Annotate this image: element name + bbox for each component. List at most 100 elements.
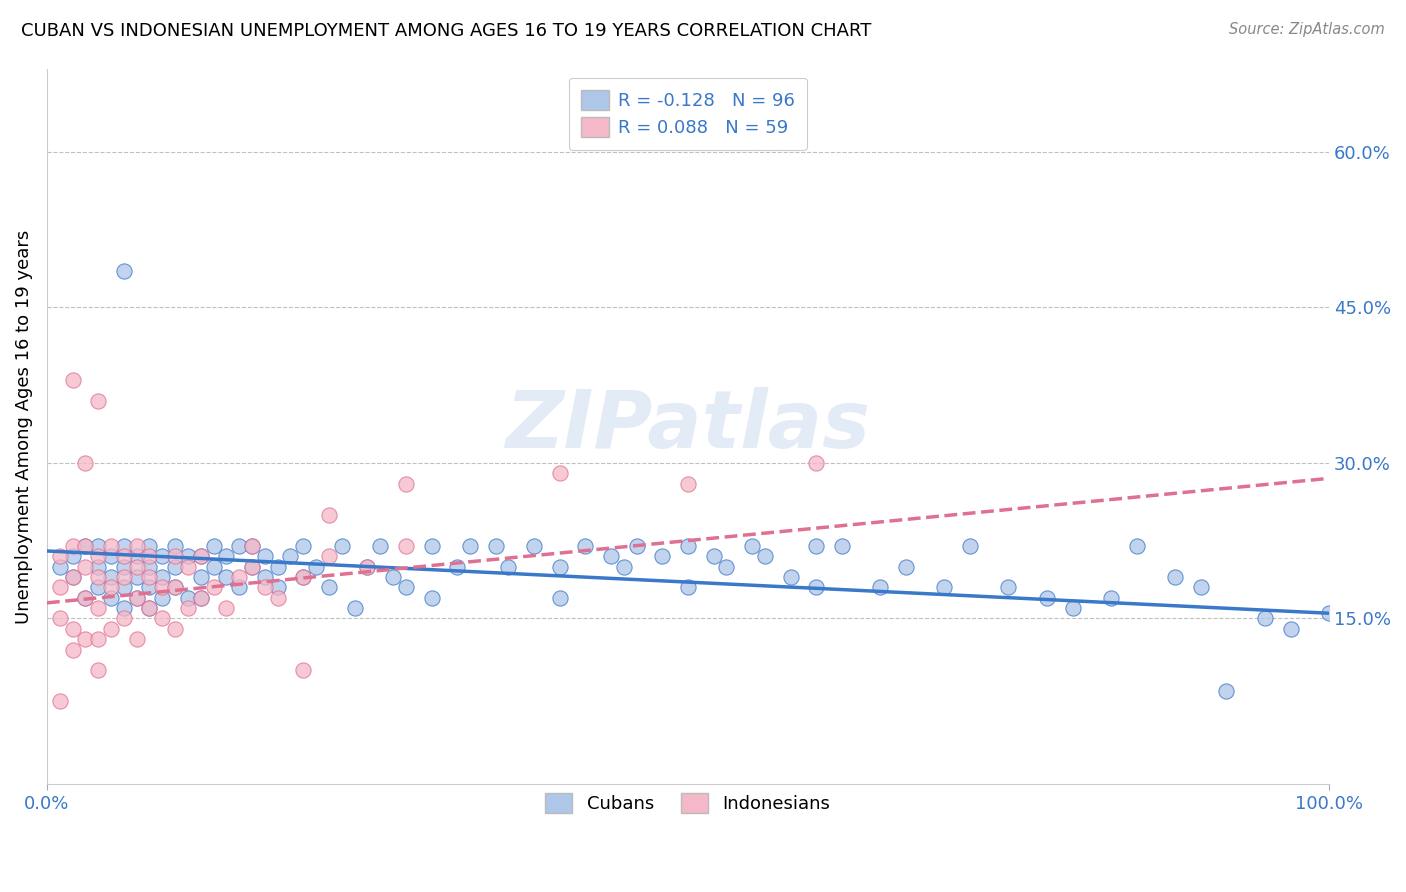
Point xyxy=(1279,622,1302,636)
Point xyxy=(75,591,97,605)
Point xyxy=(330,539,353,553)
Point xyxy=(240,539,263,553)
Point xyxy=(395,580,418,594)
Point xyxy=(420,591,443,605)
Point xyxy=(48,549,70,564)
Point xyxy=(87,539,110,553)
Point xyxy=(292,539,315,553)
Text: Source: ZipAtlas.com: Source: ZipAtlas.com xyxy=(1229,22,1385,37)
Point xyxy=(75,456,97,470)
Point xyxy=(703,549,725,564)
Point xyxy=(382,570,405,584)
Point xyxy=(87,393,110,408)
Point xyxy=(266,580,288,594)
Point xyxy=(523,539,546,553)
Point xyxy=(190,591,212,605)
Point xyxy=(87,570,110,584)
Point xyxy=(779,570,801,584)
Point xyxy=(112,580,135,594)
Point xyxy=(651,549,673,564)
Point xyxy=(165,580,187,594)
Point xyxy=(485,539,508,553)
Point xyxy=(150,611,173,625)
Point xyxy=(112,611,135,625)
Point xyxy=(125,632,148,647)
Point xyxy=(202,559,225,574)
Point xyxy=(62,622,84,636)
Point xyxy=(266,591,288,605)
Point xyxy=(676,539,699,553)
Point xyxy=(62,570,84,584)
Point xyxy=(87,601,110,615)
Point xyxy=(165,580,187,594)
Point xyxy=(87,580,110,594)
Point xyxy=(676,580,699,594)
Point xyxy=(356,559,378,574)
Point xyxy=(869,580,891,594)
Point xyxy=(228,570,250,584)
Point xyxy=(280,549,302,564)
Point xyxy=(741,539,763,553)
Point xyxy=(240,539,263,553)
Point xyxy=(548,466,571,480)
Point xyxy=(804,539,827,553)
Point xyxy=(1215,684,1237,698)
Point xyxy=(48,559,70,574)
Point xyxy=(266,559,288,574)
Point xyxy=(215,601,238,615)
Legend: Cubans, Indonesians: Cubans, Indonesians xyxy=(533,780,844,825)
Point xyxy=(894,559,917,574)
Point xyxy=(125,570,148,584)
Point xyxy=(253,549,276,564)
Point xyxy=(253,580,276,594)
Point xyxy=(613,559,636,574)
Point xyxy=(548,591,571,605)
Point xyxy=(177,549,200,564)
Point xyxy=(458,539,481,553)
Point xyxy=(228,580,250,594)
Point xyxy=(395,539,418,553)
Point xyxy=(100,549,122,564)
Point xyxy=(292,570,315,584)
Point xyxy=(305,559,328,574)
Point xyxy=(1189,580,1212,594)
Point xyxy=(177,601,200,615)
Point xyxy=(202,539,225,553)
Point xyxy=(125,539,148,553)
Point xyxy=(150,591,173,605)
Point xyxy=(165,539,187,553)
Point xyxy=(125,591,148,605)
Point xyxy=(292,663,315,677)
Point xyxy=(112,559,135,574)
Point xyxy=(138,570,160,584)
Point xyxy=(138,580,160,594)
Point xyxy=(228,539,250,553)
Point xyxy=(165,549,187,564)
Point xyxy=(138,559,160,574)
Point xyxy=(75,539,97,553)
Point xyxy=(202,580,225,594)
Y-axis label: Unemployment Among Ages 16 to 19 years: Unemployment Among Ages 16 to 19 years xyxy=(15,229,32,624)
Point xyxy=(112,539,135,553)
Point xyxy=(150,570,173,584)
Point xyxy=(48,580,70,594)
Point xyxy=(62,642,84,657)
Point xyxy=(112,549,135,564)
Point xyxy=(138,601,160,615)
Point xyxy=(165,559,187,574)
Point xyxy=(48,694,70,708)
Point xyxy=(420,539,443,553)
Point xyxy=(548,559,571,574)
Point xyxy=(1125,539,1147,553)
Point xyxy=(48,611,70,625)
Point xyxy=(150,549,173,564)
Text: CUBAN VS INDONESIAN UNEMPLOYMENT AMONG AGES 16 TO 19 YEARS CORRELATION CHART: CUBAN VS INDONESIAN UNEMPLOYMENT AMONG A… xyxy=(21,22,872,40)
Point xyxy=(1317,606,1340,620)
Point xyxy=(240,559,263,574)
Point xyxy=(626,539,648,553)
Point xyxy=(240,559,263,574)
Point xyxy=(997,580,1019,594)
Point xyxy=(190,570,212,584)
Point xyxy=(112,570,135,584)
Point xyxy=(804,580,827,594)
